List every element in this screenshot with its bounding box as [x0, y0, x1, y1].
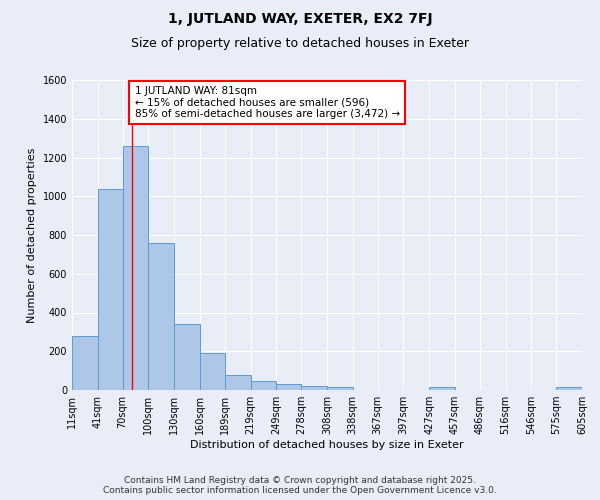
Bar — [72, 336, 98, 390]
Bar — [277, 384, 301, 390]
Bar — [174, 324, 200, 390]
Text: 1 JUTLAND WAY: 81sqm
← 15% of detached houses are smaller (596)
85% of semi-deta: 1 JUTLAND WAY: 81sqm ← 15% of detached h… — [134, 86, 400, 119]
Bar — [148, 243, 174, 390]
Bar — [556, 387, 582, 390]
Text: Size of property relative to detached houses in Exeter: Size of property relative to detached ho… — [131, 38, 469, 51]
Bar — [429, 387, 455, 390]
X-axis label: Distribution of detached houses by size in Exeter: Distribution of detached houses by size … — [190, 440, 464, 450]
Bar — [251, 382, 277, 390]
Bar — [122, 146, 148, 390]
Text: 1, JUTLAND WAY, EXETER, EX2 7FJ: 1, JUTLAND WAY, EXETER, EX2 7FJ — [167, 12, 433, 26]
Bar — [225, 374, 251, 390]
Text: Contains HM Land Registry data © Crown copyright and database right 2025.
Contai: Contains HM Land Registry data © Crown c… — [103, 476, 497, 495]
Bar — [200, 353, 225, 390]
Y-axis label: Number of detached properties: Number of detached properties — [27, 148, 37, 322]
Bar — [301, 386, 327, 390]
Bar — [98, 188, 122, 390]
Bar — [327, 387, 353, 390]
